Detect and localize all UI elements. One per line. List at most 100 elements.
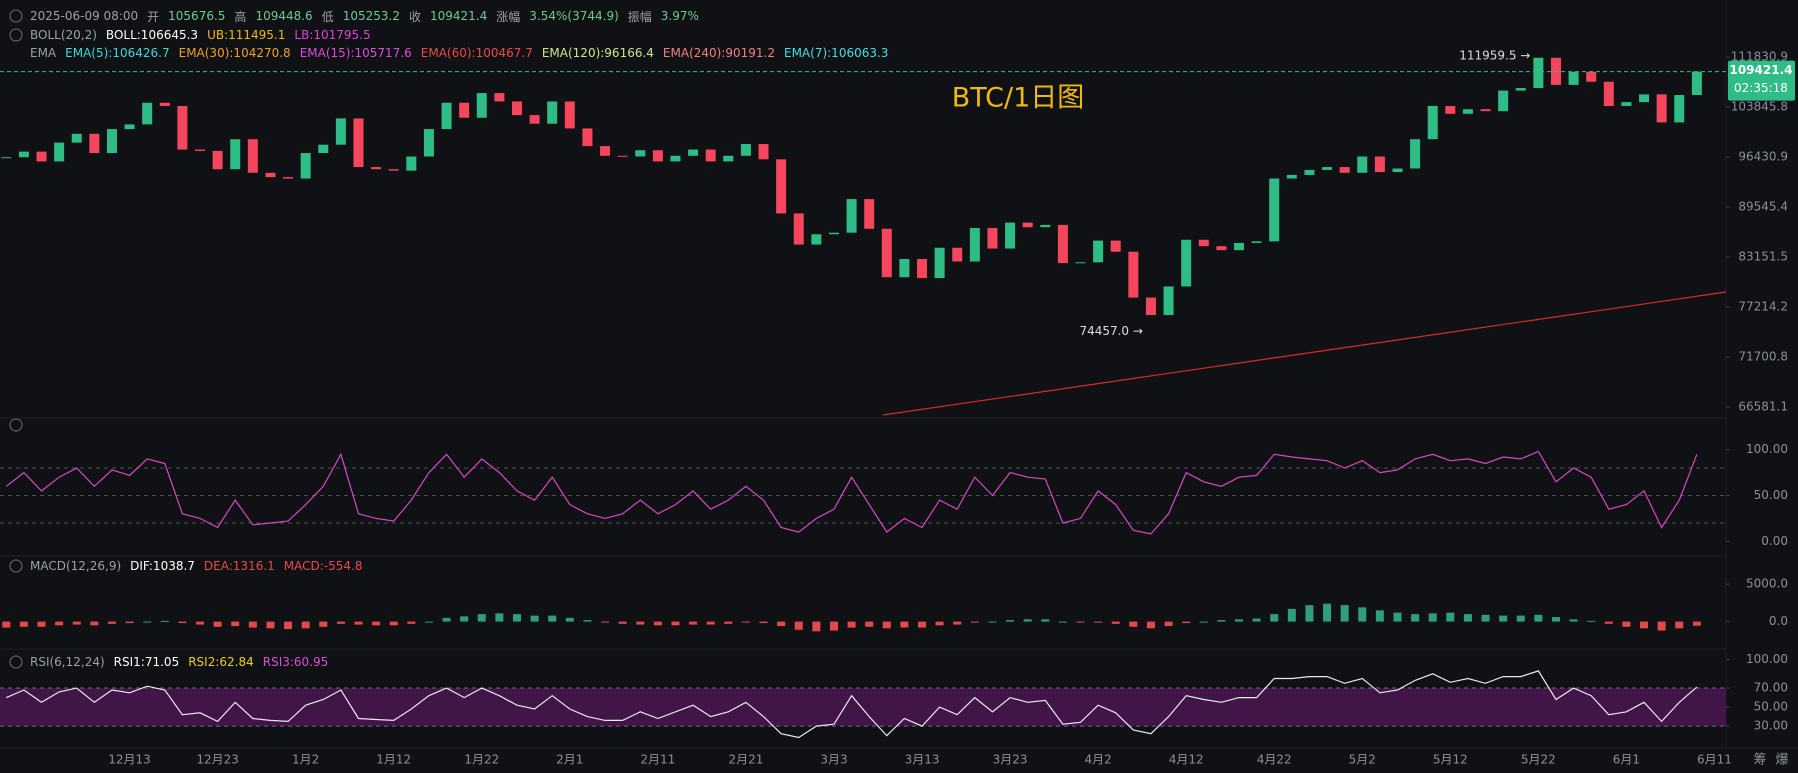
candle bbox=[230, 139, 241, 170]
candle bbox=[106, 129, 117, 154]
candle bbox=[406, 156, 417, 171]
candle bbox=[952, 247, 963, 262]
macd-bar bbox=[1058, 621, 1067, 623]
macd-bar bbox=[90, 621, 99, 626]
candle bbox=[917, 259, 928, 279]
macd-bar bbox=[1023, 619, 1032, 622]
macd-bar bbox=[1146, 621, 1155, 629]
macd-bar bbox=[389, 621, 398, 626]
x-tick-label: 2月21 bbox=[728, 753, 763, 767]
candle bbox=[1286, 174, 1297, 179]
candle bbox=[1639, 94, 1650, 103]
y-tick-label: 96430.9 bbox=[1738, 149, 1788, 163]
candle bbox=[335, 118, 346, 145]
macd-bar bbox=[1551, 617, 1560, 622]
candle bbox=[1445, 105, 1456, 114]
macd-bar bbox=[1534, 614, 1543, 622]
y-tick-label: 30.00 bbox=[1754, 719, 1788, 733]
y-tick-label: 100.00 bbox=[1746, 652, 1788, 666]
candle bbox=[1269, 178, 1280, 242]
macd-bar bbox=[618, 621, 627, 624]
candle bbox=[529, 115, 540, 124]
macd-bar bbox=[970, 621, 979, 623]
candle bbox=[1392, 168, 1403, 173]
y-tick-label: 100.00 bbox=[1746, 442, 1788, 456]
macd-bar bbox=[741, 621, 750, 623]
footer-icon[interactable]: 爆 bbox=[1775, 753, 1788, 768]
candle bbox=[1656, 94, 1667, 123]
candle bbox=[1357, 156, 1368, 173]
candle bbox=[1022, 222, 1033, 228]
x-tick-label: 4月2 bbox=[1084, 753, 1111, 767]
last-price-tag bbox=[1728, 60, 1795, 101]
candle bbox=[1515, 88, 1526, 91]
macd-bar bbox=[460, 616, 469, 622]
footer-icon[interactable]: 筹 bbox=[1753, 752, 1766, 768]
macd-bar bbox=[1182, 621, 1191, 624]
macd-bar bbox=[2, 621, 11, 628]
x-tick-label: 2月1 bbox=[556, 753, 583, 767]
collapse-icon[interactable] bbox=[9, 559, 23, 573]
candle bbox=[1586, 71, 1597, 82]
candle bbox=[124, 124, 135, 130]
candle bbox=[899, 259, 910, 278]
y-tick-label: 50.00 bbox=[1754, 488, 1788, 502]
candle bbox=[159, 102, 170, 106]
candle bbox=[476, 93, 487, 118]
macd-bar bbox=[231, 621, 240, 627]
candle bbox=[1075, 262, 1086, 264]
candle bbox=[1198, 239, 1209, 247]
candle bbox=[881, 228, 892, 278]
x-tick-label: 3月23 bbox=[993, 753, 1028, 767]
candle bbox=[1234, 242, 1244, 251]
indicator-line bbox=[5, 450, 1698, 535]
candle bbox=[1621, 102, 1632, 106]
macd-bar bbox=[794, 621, 803, 630]
macd-bar bbox=[1393, 612, 1402, 622]
macd-bar bbox=[1252, 618, 1261, 622]
candle bbox=[1040, 224, 1051, 228]
collapse-icon[interactable] bbox=[9, 655, 23, 669]
macd-bar bbox=[829, 621, 838, 631]
collapse-icon[interactable] bbox=[9, 9, 23, 23]
candle bbox=[564, 101, 575, 129]
macd-bar bbox=[1675, 621, 1684, 629]
macd-bar bbox=[512, 614, 521, 622]
candle bbox=[617, 155, 628, 157]
macd-bar bbox=[284, 621, 293, 630]
macd-bar bbox=[1199, 621, 1208, 623]
candle bbox=[864, 199, 875, 229]
macd-bar bbox=[1164, 621, 1173, 627]
candle bbox=[793, 213, 804, 245]
x-tick-label: 1月2 bbox=[292, 753, 319, 767]
y-tick-label: 111830.9 bbox=[1731, 49, 1788, 63]
y-tick-label: 103845.8 bbox=[1731, 99, 1788, 113]
candle bbox=[1145, 297, 1156, 316]
candle bbox=[71, 133, 82, 143]
macd-bar bbox=[196, 621, 205, 625]
candle bbox=[318, 144, 329, 154]
collapse-icon[interactable] bbox=[9, 418, 23, 432]
macd-bar bbox=[1111, 621, 1120, 624]
candle bbox=[459, 102, 470, 118]
low-annotation: 74457.0 → bbox=[1079, 324, 1143, 338]
macd-bar bbox=[636, 621, 645, 625]
candle bbox=[54, 142, 65, 162]
candle bbox=[1410, 139, 1421, 169]
candle bbox=[1427, 105, 1438, 140]
macd-bar bbox=[248, 621, 257, 628]
candle bbox=[828, 232, 839, 235]
candle bbox=[89, 133, 100, 154]
candle bbox=[1128, 251, 1139, 298]
candle bbox=[511, 101, 522, 116]
candle bbox=[670, 155, 681, 162]
collapse-icon[interactable] bbox=[9, 28, 23, 42]
macd-bar bbox=[671, 621, 680, 626]
y-tick-label: 0.00 bbox=[1761, 534, 1788, 548]
macd-bar bbox=[37, 621, 46, 627]
macd-bar bbox=[1076, 621, 1085, 623]
macd-bar bbox=[1006, 620, 1015, 622]
macd-bar bbox=[336, 621, 345, 624]
macd-bar bbox=[1640, 621, 1649, 629]
macd-bar bbox=[442, 617, 451, 622]
